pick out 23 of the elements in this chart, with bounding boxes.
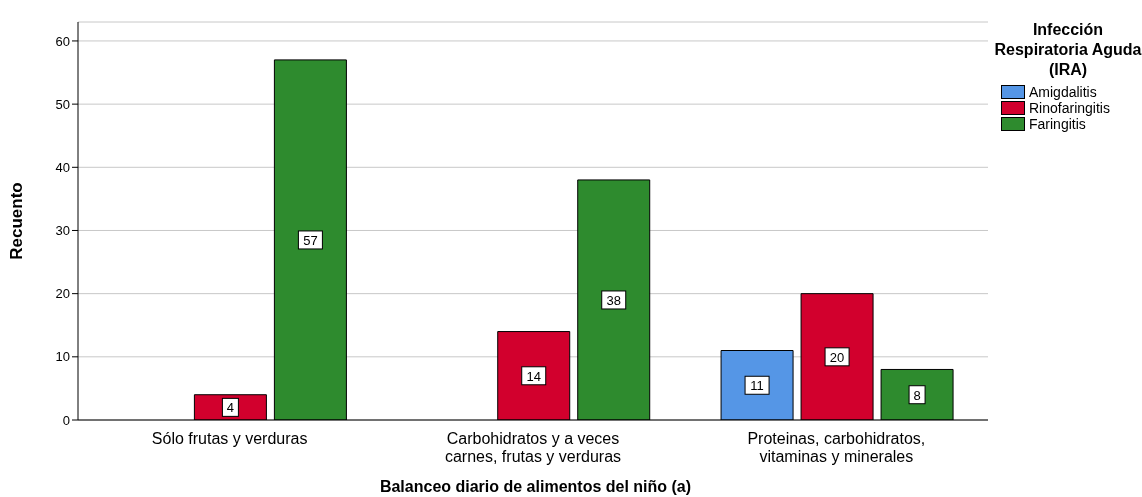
y-tick-label: 20 — [55, 286, 70, 302]
legend-label: Rinofaringitis — [1029, 100, 1110, 116]
x-tick-label: Carbohidratos y a veces carnes, frutas y verduras — [444, 430, 622, 465]
y-tick-label: 50 — [55, 96, 70, 112]
legend-title: Infección Respiratoria Aguda (IRA) — [993, 20, 1142, 80]
x-tick-label: Proteinas, carbohidratos, vitaminas y minerales — [747, 430, 926, 465]
y-tick-label: 60 — [55, 33, 70, 49]
y-tick-label: 10 — [55, 349, 70, 365]
data-label: 11 — [750, 378, 764, 394]
data-label: 57 — [303, 232, 318, 248]
data-label: 20 — [829, 349, 845, 365]
legend-label: Faringitis — [1029, 116, 1086, 132]
x-axis-title: Balanceo diario de alimentos del niño (a) — [378, 478, 693, 496]
data-label: 38 — [606, 292, 621, 308]
data-label: 4 — [226, 400, 235, 416]
data-label: 8 — [913, 387, 921, 403]
y-tick-label: 30 — [55, 223, 70, 239]
y-tick-label: 0 — [62, 412, 70, 428]
y-axis-title: Recuento — [7, 182, 27, 260]
y-tick-label: 40 — [55, 159, 70, 175]
legend-label: Amigdalitis — [1029, 84, 1097, 100]
x-tick-label: Sólo frutas y verduras — [151, 430, 308, 447]
data-label: 14 — [526, 368, 541, 384]
